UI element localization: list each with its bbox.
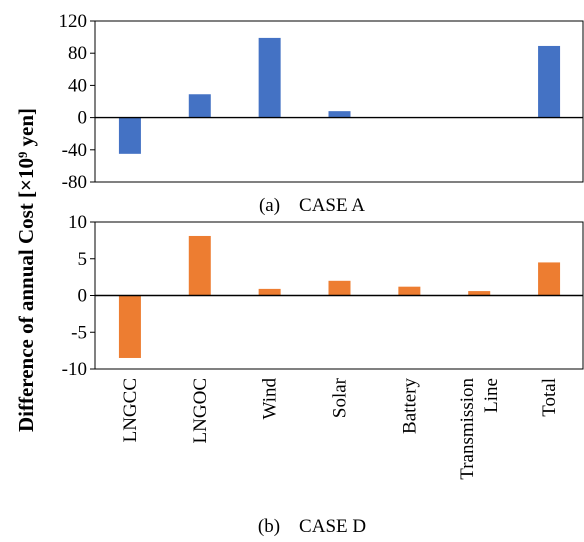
caption-case-a: (a) CASE A: [259, 195, 365, 216]
bar-lngoc: [188, 94, 211, 118]
y-tick-label: 80: [68, 43, 87, 64]
x-tick-label-battery: Battery: [399, 378, 420, 434]
bar-lngoc: [188, 235, 211, 296]
x-tick-label-lngoc: LNGOC: [190, 378, 211, 443]
y-tick-label: 0: [78, 286, 88, 307]
bar-total: [538, 262, 561, 296]
y-tick-label: 40: [68, 75, 87, 96]
x-tick-label-lngcc: LNGCC: [120, 378, 141, 442]
x-tick-label-solar: Solar: [330, 377, 351, 418]
bar-battery: [398, 286, 421, 296]
y-tick-label: 120: [59, 11, 88, 32]
bar-total: [538, 45, 561, 118]
plot-frame-a: [94, 20, 584, 183]
y-tick-label: -80: [62, 172, 87, 193]
bar-transmission-line: [468, 291, 491, 296]
y-tick-label: 0: [78, 108, 88, 129]
x-tick-label-transmission-line: Line: [481, 378, 502, 413]
bar-wind: [258, 37, 281, 118]
y-tick-label: -5: [71, 322, 87, 343]
bar-wind: [258, 288, 281, 296]
x-tick-label-wind: Wind: [260, 378, 281, 420]
caption-case-d: (b) CASE D: [258, 516, 366, 537]
y-tick-label: 5: [78, 249, 88, 270]
panel-case-a: -80 -40 0 40 80 120: [59, 11, 584, 193]
bar-solar: [328, 280, 351, 296]
y-tick-label: -10: [62, 359, 87, 380]
x-tick-label-transmission-line: Transmission: [457, 378, 478, 480]
y-tick-label: 10: [68, 212, 87, 233]
bar-lngcc: [118, 117, 141, 154]
panel-case-d: -10 -5 0 5 10 LNGCC LNGOC Wind Solar Battery Trans…: [62, 212, 584, 480]
x-tick-label-total: Total: [539, 378, 560, 417]
y-tick-label: -40: [62, 140, 87, 161]
y-axis-label: Difference of annual Cost [×10⁹ yen]: [14, 108, 38, 432]
bar-solar: [328, 111, 351, 118]
bar-lngcc: [118, 295, 141, 358]
